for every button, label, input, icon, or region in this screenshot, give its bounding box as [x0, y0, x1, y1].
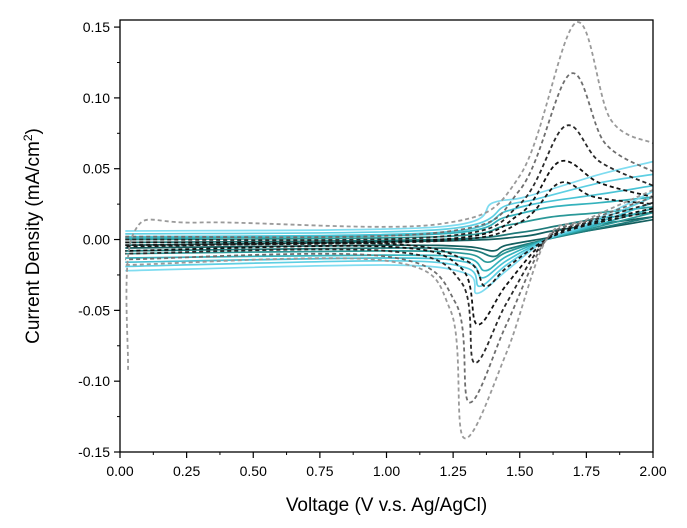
- cv-curve-10-anodic: [125, 124, 653, 242]
- x-tick-label: 1.75: [573, 463, 600, 479]
- x-tick-label: 0.50: [240, 463, 267, 479]
- y-axis-title-main: Current Density (mA/cm: [23, 141, 44, 344]
- cv-curve-11-anodic: [125, 72, 653, 239]
- cv-curve-5-anodic: [125, 184, 653, 238]
- y-axis-title: Current Density (mA/cm2): [21, 128, 44, 344]
- series-layer: [125, 21, 653, 440]
- cv-curve-3-anodic: [125, 206, 653, 241]
- x-tick-label: 0.75: [306, 463, 333, 479]
- x-axis: 0.00 0.25 0.50 0.75 1.00 1.25 1.50 1.75 2.00: [106, 452, 667, 479]
- y-tick-label: 0.15: [83, 19, 110, 35]
- y-axis-title-sup: 2: [21, 134, 35, 141]
- cv-curve-8-anodic: [125, 181, 653, 247]
- cv-curve-12-anodic: [125, 21, 653, 370]
- y-tick-label: -0.10: [78, 373, 110, 389]
- x-tick-label: 2.00: [639, 463, 666, 479]
- y-axis: -0.15 -0.10 -0.05 0.00 0.05 0.10 0.15: [78, 19, 120, 460]
- x-axis-title: Voltage (V v.s. Ag/AgCl): [286, 495, 487, 516]
- y-tick-label: 0.05: [83, 161, 110, 177]
- y-tick-label: 0.00: [83, 232, 110, 248]
- y-tick-label: -0.05: [78, 302, 110, 318]
- cv-curve-12-cathodic: [125, 189, 653, 440]
- cv-curve-2-cathodic: [125, 216, 653, 258]
- x-tick-label: 1.50: [506, 463, 533, 479]
- x-tick-label: 1.00: [373, 463, 400, 479]
- cv-curve-8-cathodic: [125, 210, 653, 288]
- x-tick-label: 0.25: [173, 463, 200, 479]
- y-axis-title-tail: ): [23, 128, 44, 134]
- y-tick-label: -0.15: [78, 444, 110, 460]
- cv-curve-9-anodic: [125, 159, 653, 244]
- cv-curve-7-anodic: [125, 160, 653, 232]
- y-tick-label: 0.10: [83, 90, 110, 106]
- cv-curve-11-cathodic: [125, 196, 653, 404]
- x-tick-label: 0.00: [106, 463, 133, 479]
- cv-curve-3-cathodic: [125, 211, 653, 264]
- cv-curve-4-cathodic: [125, 207, 653, 272]
- cv-curve-9-cathodic: [125, 207, 653, 326]
- x-tick-label: 1.25: [440, 463, 467, 479]
